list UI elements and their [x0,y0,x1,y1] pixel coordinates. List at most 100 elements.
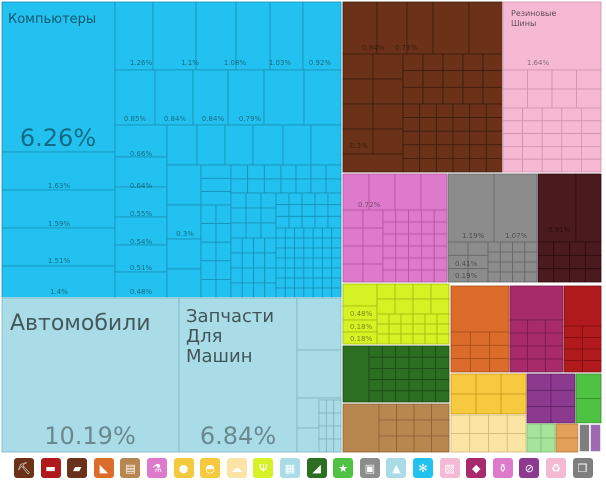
tile-machines-122[interactable] [303,247,314,259]
tile-machines-72[interactable] [288,204,303,217]
tile-machines-67[interactable] [260,222,277,239]
bread-icon[interactable]: ◓ [200,458,221,478]
tile-plastics-244[interactable] [541,145,563,160]
pickaxe-icon[interactable]: ⛏ [14,458,34,478]
tile-vegetable-400[interactable] [368,356,383,369]
tile-machines-96[interactable] [264,252,277,269]
tile-stone-432[interactable] [378,435,397,453]
tile-animal-368[interactable] [450,344,471,360]
tile-plastics-245[interactable] [541,158,563,173]
star-icon[interactable]: ★ [333,458,354,478]
tile-vegetable-419[interactable] [421,345,437,358]
tile-transport-153[interactable] [318,412,327,427]
tile-chemicals-293[interactable] [433,221,448,235]
tile-machines-127[interactable] [312,227,323,239]
tile-instruments-318[interactable] [524,241,538,253]
tile-chemicals-261[interactable] [342,227,364,247]
tile-foodstuffs-353[interactable] [388,333,402,345]
tile-minerals-192[interactable] [402,103,421,119]
tile-art-468[interactable] [555,423,579,439]
tile-precious-379[interactable] [509,345,529,360]
tile-machines-9[interactable] [302,1,342,71]
tile-plastics-229[interactable] [576,69,602,90]
tile-metals_dark-327[interactable] [553,241,570,256]
tile-metals-394[interactable] [582,325,602,338]
tile-machines-13[interactable] [227,69,265,126]
tile-machines-68[interactable] [275,192,290,206]
tile-instruments-312[interactable] [499,261,513,273]
tile-minerals-200[interactable] [419,144,437,159]
tile-machines-142[interactable] [331,237,342,249]
tile-cars[interactable] [1,297,180,453]
tile-machines-147[interactable] [331,287,342,299]
tile-chemicals-296[interactable] [433,257,448,271]
tile-plastics-231[interactable] [502,107,524,122]
tile-minerals-193[interactable] [402,117,421,132]
tile-chemicals-294[interactable] [433,233,448,247]
tile-vegetable-422[interactable] [421,379,437,392]
tile-metals-395[interactable] [582,337,602,350]
tile-plastics-223[interactable] [502,69,528,90]
tile-chemicals-290[interactable] [420,257,435,271]
tile-instruments-319[interactable] [524,251,538,263]
tile-machines-130[interactable] [312,257,323,269]
picture-icon[interactable]: ▨ [439,458,460,478]
tile-footwear-464[interactable] [526,423,542,439]
tile-foodstuffs-336[interactable] [342,283,378,307]
tile-minerals-189[interactable] [482,53,504,72]
tile-minerals-191[interactable] [482,86,504,105]
tile-stone-440[interactable] [431,419,450,437]
tile-machines-21[interactable] [114,271,168,299]
tile-minerals-178[interactable] [402,70,424,88]
tile-car-parts[interactable] [178,297,298,453]
tile-vegetable-420[interactable] [421,356,437,369]
tile-chemicals-285[interactable] [408,269,422,283]
tile-chemicals-287[interactable] [420,221,435,235]
tile-computers[interactable] [1,1,116,153]
tile-foodstuffs-341[interactable] [376,298,396,315]
tile-footwear-467[interactable] [540,437,556,453]
tile-wood-448[interactable] [450,414,471,434]
tile-machines-57[interactable] [215,260,232,280]
tile-vegetable-426[interactable] [435,367,450,380]
tile-plastics-224[interactable] [502,88,528,109]
tile-vegetable-412[interactable] [395,379,410,392]
tile-instruments-310[interactable] [499,241,513,253]
tile-instruments-314[interactable] [512,241,526,253]
sneaker-icon[interactable]: ◢ [306,458,327,478]
tile-instruments-308[interactable] [487,261,501,273]
tile-machines-92[interactable] [253,252,266,269]
tile-machines-94[interactable] [253,282,266,299]
tile-vegetable-425[interactable] [435,356,450,369]
tile-minerals-194[interactable] [402,130,421,146]
no-entry-icon[interactable]: ⊘ [519,458,540,478]
tile-instruments-311[interactable] [499,251,513,263]
tile-metals-397[interactable] [582,360,602,373]
tile-machines-132[interactable] [312,277,323,289]
tile-machines-5[interactable] [152,1,197,71]
tile-machines-95[interactable] [264,237,277,254]
tile-chemicals-284[interactable] [408,257,422,271]
tile-instruments-303[interactable] [467,241,489,256]
tile-machines-16[interactable] [114,124,168,158]
tile-machines-119[interactable] [294,287,305,299]
tile-minerals-167[interactable] [432,1,470,55]
tile-machines-91[interactable] [253,237,266,254]
tile-chemicals-281[interactable] [408,221,422,235]
tile-chemicals-288[interactable] [420,233,435,247]
tile-paper-447[interactable] [500,393,527,415]
tile-machines-36[interactable] [230,178,249,194]
tile-chemicals-291[interactable] [420,269,435,283]
tile-chemicals-265[interactable] [362,227,384,247]
flask-icon[interactable]: ⚗ [147,458,167,478]
tile-machines-112[interactable] [284,287,295,299]
tile-machines-79[interactable] [314,215,329,229]
scroll-icon[interactable]: ▤ [120,458,141,478]
tile-chemicals-267[interactable] [362,263,384,283]
tile-machines-126[interactable] [303,287,314,299]
tile-machines-113[interactable] [294,227,305,239]
tile-foodstuffs-360[interactable] [424,313,438,325]
tile-machines-131[interactable] [312,267,323,279]
tile-paper-443[interactable] [450,393,477,415]
tile-instruments-306[interactable] [487,241,501,253]
